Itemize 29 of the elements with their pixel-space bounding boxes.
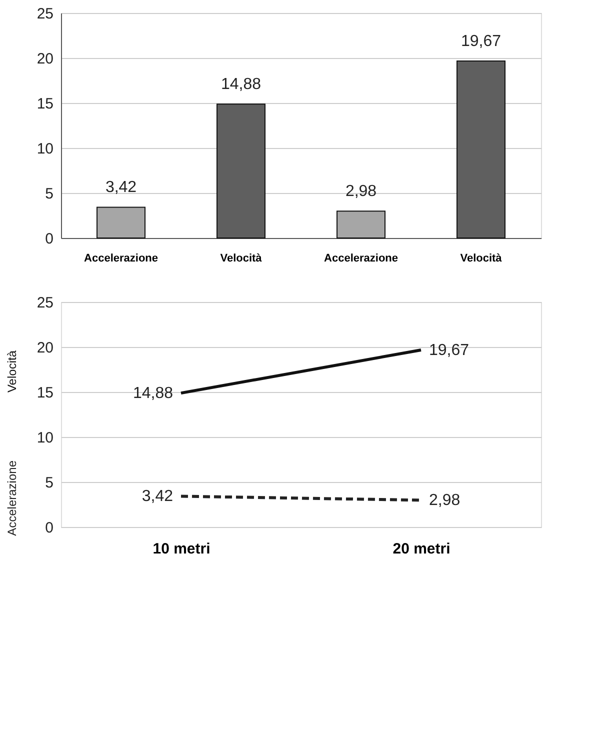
y-tick-label: 20 [36, 340, 54, 356]
x-tick-label: 20 metri [392, 540, 450, 558]
y-tick-label: 10 [36, 430, 54, 446]
x-tick-label: Velocità [220, 252, 263, 264]
data-label: 2,98 [429, 492, 460, 510]
data-label: 3,42 [105, 179, 137, 196]
y-tick-label: 5 [45, 474, 54, 492]
x-tick-label: 10 metri [152, 540, 210, 558]
data-label: 14,88 [132, 385, 174, 402]
data-label: 19,67 [460, 32, 502, 50]
y-tick-label: 25 [36, 6, 54, 22]
y-tick-label: 0 [45, 520, 54, 536]
x-tick-label: Accelerazione [324, 252, 398, 264]
x-tick-label: Accelerazione [84, 252, 158, 264]
y-tick-label: 10 [36, 140, 54, 158]
y-tick-label: 15 [36, 96, 54, 112]
y-tick-label: 5 [45, 186, 54, 202]
data-label: 14,88 [220, 76, 262, 94]
y-tick-label: 0 [45, 230, 54, 248]
y-tick-label: 20 [36, 50, 54, 68]
bar [96, 206, 146, 238]
text: Velocità [5, 350, 19, 393]
data-label: 2,98 [345, 183, 377, 200]
y-tick-label: 25 [36, 294, 54, 312]
data-label: 19,67 [429, 342, 470, 359]
y-tick-label: 15 [36, 384, 54, 402]
data-label: 3,42 [142, 488, 174, 506]
x-tick-label: Velocità [460, 252, 503, 264]
bar [336, 210, 386, 238]
